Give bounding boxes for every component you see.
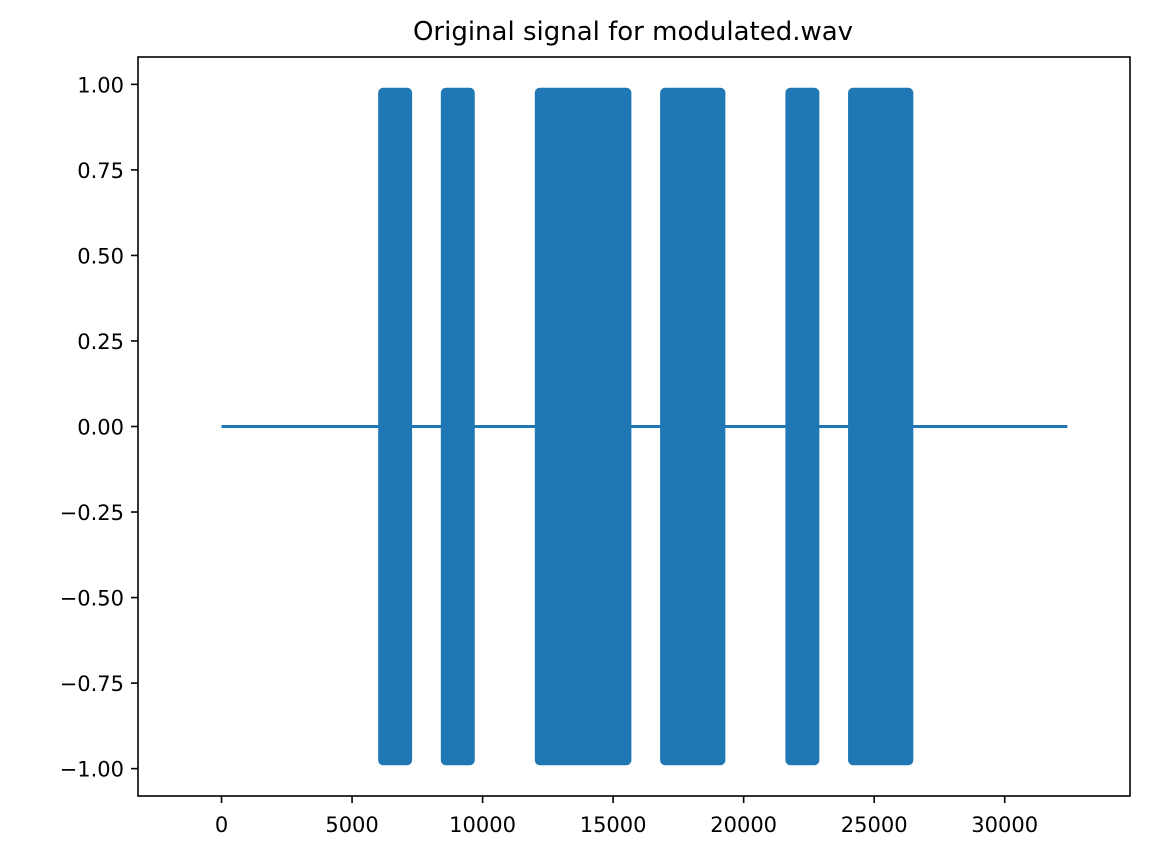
- plot-layer: [221, 87, 1068, 766]
- y-tick-label: 0.75: [77, 159, 124, 183]
- axes-layer: 0 5000 10000 15000 20000 25000 30000 1.00 0.75 0.…: [60, 56, 1131, 837]
- signal-burst-5: [785, 87, 820, 766]
- y-tick-label: −0.75: [60, 672, 124, 696]
- y-tick-label: 0.25: [77, 330, 124, 354]
- x-tick-label: 15000: [580, 813, 647, 837]
- y-tick-label: −0.25: [60, 501, 124, 525]
- y-tick-label: 0.50: [77, 244, 124, 268]
- signal-burst-4: [660, 87, 726, 766]
- y-tick-label: −0.50: [60, 587, 124, 611]
- y-tick-label: −1.00: [60, 758, 124, 782]
- y-tick-label: 1.00: [77, 73, 124, 97]
- x-tick-label: 10000: [449, 813, 516, 837]
- y-tick-label: 0.00: [77, 416, 124, 440]
- signal-burst-1: [378, 87, 413, 766]
- x-tick-label: 25000: [841, 813, 908, 837]
- signal-burst-3: [534, 87, 632, 766]
- signal-burst-6: [848, 87, 914, 766]
- signal-burst-2: [440, 87, 475, 766]
- x-tick-label: 0: [215, 813, 228, 837]
- x-tick-label: 30000: [971, 813, 1038, 837]
- x-tick-label: 5000: [325, 813, 378, 837]
- chart-title: Original signal for modulated.wav: [413, 17, 853, 47]
- x-tick-label: 20000: [710, 813, 777, 837]
